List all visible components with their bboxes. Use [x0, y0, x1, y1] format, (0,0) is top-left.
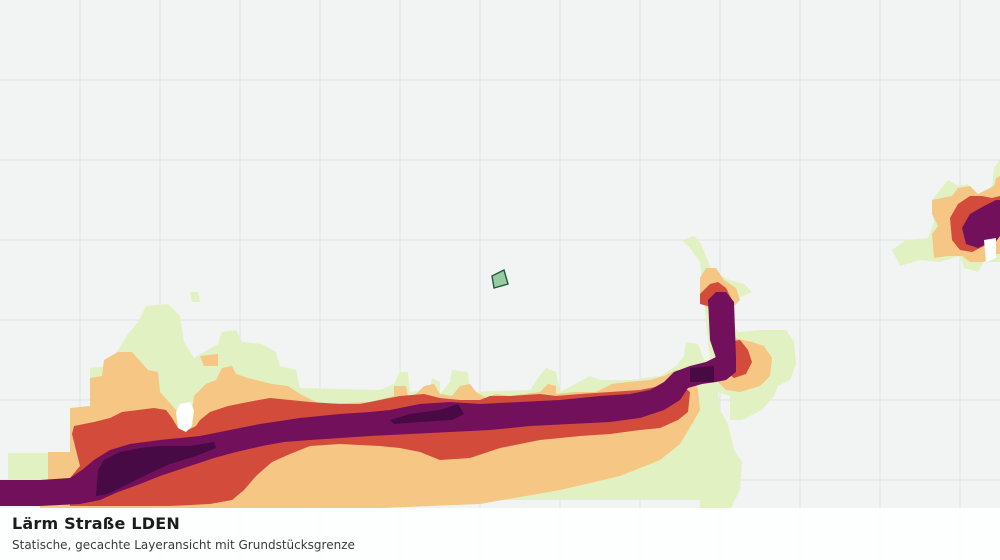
noise-band-high [0, 200, 1000, 506]
noise-map-gaps [176, 238, 996, 432]
map-caption: Lärm Straße LDEN Statische, gecachte Lay… [0, 508, 1000, 560]
layer-title: Lärm Straße LDEN [12, 514, 180, 533]
noise-band-highest [96, 366, 714, 496]
property-boundary[interactable] [491, 268, 509, 289]
layer-subtitle: Statische, gecachte Layeransicht mit Gru… [12, 538, 355, 552]
